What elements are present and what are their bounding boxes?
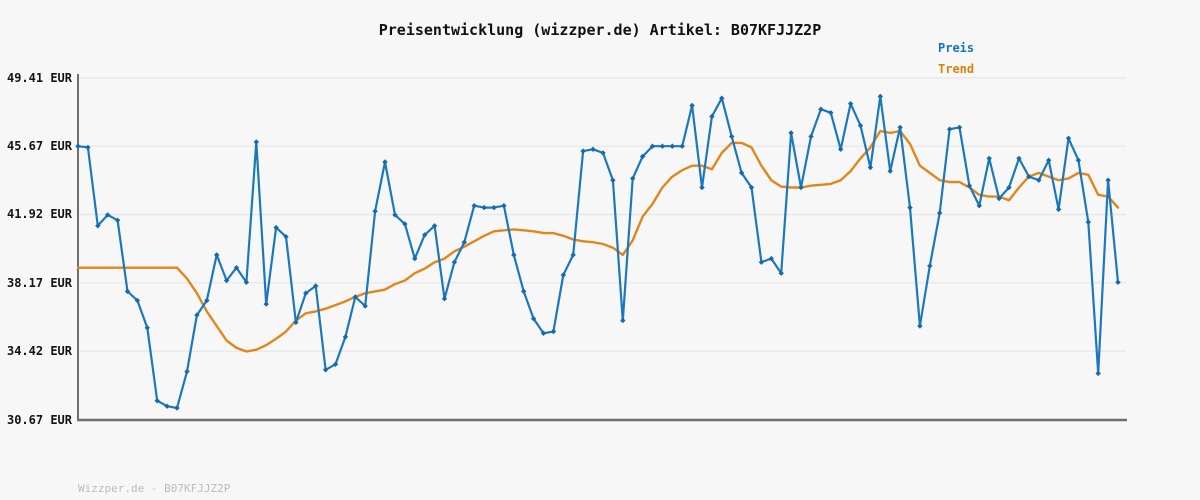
- legend-item-trend: Trend: [938, 62, 975, 76]
- trend-line: [76, 129, 1120, 353]
- watermark: Wizzper.de - B07KFJJZ2P: [78, 482, 231, 495]
- y-axis-label: 38.17 EUR: [6, 275, 72, 290]
- y-axis-label: 45.67 EUR: [6, 139, 72, 154]
- preis-line: [76, 95, 1120, 410]
- chart-title: Preisentwicklung (wizzper.de) Artikel: B…: [378, 21, 822, 39]
- legend: Preis Trend: [938, 38, 974, 80]
- preis-markers: [75, 93, 1121, 411]
- y-axis-label: 49.41 EUR: [6, 71, 72, 85]
- legend-item-preis: Preis: [938, 41, 975, 55]
- y-axis-label: 34.42 EUR: [6, 344, 72, 359]
- y-axis-label: 30.67 EUR: [6, 412, 72, 427]
- y-axis-label: 41.92 EUR: [6, 207, 72, 222]
